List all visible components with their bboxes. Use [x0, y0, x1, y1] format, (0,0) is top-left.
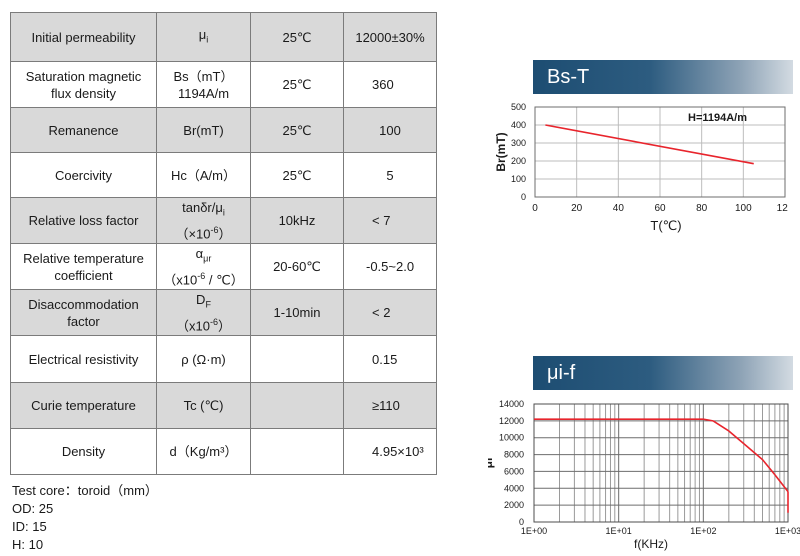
x-axis-label: T(℃) [650, 218, 681, 233]
y-tick-label: 300 [511, 138, 526, 148]
symbol-cell: αμr （x10-6 / ℃） [156, 243, 251, 290]
x-tick-label: 1E+02 [690, 526, 716, 536]
param-cell: Coercivity [10, 152, 157, 198]
y-tick-label: 0 [521, 192, 526, 202]
plot-frame [534, 106, 786, 198]
y-tick-label: 12000 [499, 416, 524, 426]
table-row: Saturation magnetic flux density Bs（mT） 11… [10, 61, 437, 108]
x-tick-label: 20 [571, 203, 583, 214]
permeability-curve [761, 459, 776, 476]
value-cell: < 7 [343, 197, 437, 244]
x-tick-label: 100 [735, 203, 752, 214]
x-tick-label: 1E+01 [606, 526, 632, 536]
x-tick-label: 80 [696, 203, 708, 214]
param-cell: Electrical resistivity [10, 335, 157, 383]
y-tick-label: 14000 [499, 399, 524, 409]
value-cell: 4.95×10³ [343, 428, 437, 475]
x-tick-label: 0 [532, 203, 538, 214]
br-temperature-line [545, 124, 754, 165]
test-core-id: ID: 15 [12, 519, 47, 534]
symbol-cell: Br(mT) [156, 107, 251, 153]
test-core-od: OD: 25 [12, 501, 54, 516]
table-row: Initial permeability μi 25℃ 12000±30% [10, 12, 437, 62]
param-cell: Density [10, 428, 157, 475]
y-tick-label: 0 [519, 517, 524, 527]
field-annotation: H=1194A/m [688, 112, 747, 124]
permeability-curve [743, 443, 764, 461]
table-row: Electrical resistivity ρ (Ω·m) 0.15 [10, 335, 437, 383]
value-cell: 5 [343, 152, 437, 198]
test-core-h: H: 10 [12, 537, 44, 552]
table-row: Density d（Kg/m³） 4.95×10³ [10, 428, 437, 475]
condition-cell: 10kHz [250, 197, 344, 244]
permeability-curve [712, 420, 730, 432]
bs-t-chart: 0 20 40 60 80 100 120 0 100 200 300 400 500 H=1194A/m… [494, 102, 788, 233]
symbol-cell: DF （x10-6） [156, 289, 251, 336]
condition-cell: 25℃ [250, 107, 344, 153]
permeability-curve [703, 418, 714, 422]
symbol-cell: Bs（mT） 1194A/m [156, 61, 251, 108]
value-cell: 0.15 [343, 335, 437, 383]
param-cell: Curie temperature [10, 382, 157, 429]
plot-frame [533, 403, 789, 523]
table-row: Coercivity Hc（A/m） 25℃ 5 [10, 152, 437, 198]
symbol-cell: tanδr/μi （×10-6） [156, 197, 251, 244]
condition-cell: 1-10min [250, 289, 344, 336]
param-cell: Initial permeability [10, 12, 157, 62]
symbol-cell: Tc (℃) [156, 382, 251, 429]
symbol-cell: ρ (Ω·m) [156, 335, 251, 383]
y-tick-label: 2000 [504, 500, 524, 510]
param-cell: Saturation magnetic flux density [10, 61, 157, 108]
y-tick-label: 4000 [504, 483, 524, 493]
bs-t-chart-title: Bs-T [533, 60, 793, 94]
x-tick-label: 60 [654, 203, 666, 214]
symbol-cell: d（Kg/m³） [156, 428, 251, 475]
condition-cell: 25℃ [250, 61, 344, 108]
condition-cell [250, 428, 344, 475]
test-core-title: Test core：toroid（mm） [12, 483, 158, 498]
y-tick-label: 400 [511, 120, 526, 130]
table-row: Disaccommodation factor DF （x10-6） 1-10mi… [10, 289, 437, 336]
y-tick-label: 500 [511, 102, 526, 112]
value-cell: 12000±30% [343, 12, 437, 62]
table-row: Relative loss factor tanδr/μi （×10-6） 10… [10, 197, 437, 244]
y-axis-label: μi [488, 458, 495, 469]
permeability-curve [728, 430, 745, 445]
mu-f-chart: 1E+00 1E+01 1E+02 1E+03 0 2000 4000 6000 8000 100… [488, 399, 800, 551]
table-row: Curie temperature Tc (℃) ≥110 [10, 382, 437, 429]
x-tick-label: 120 [777, 203, 788, 214]
y-tick-label: 200 [511, 156, 526, 166]
table-row: Remanence Br(mT) 25℃ 100 [10, 107, 437, 153]
y-tick-label: 10000 [499, 433, 524, 443]
condition-cell: 25℃ [250, 152, 344, 198]
value-cell: ≥110 [343, 382, 437, 429]
y-tick-label: 6000 [504, 466, 524, 476]
condition-cell [250, 382, 344, 429]
table-row: Relative temperature coefficient αμr （x10… [10, 243, 437, 290]
condition-cell [250, 335, 344, 383]
value-cell: -0.5~2.0 [343, 243, 437, 290]
param-cell: Remanence [10, 107, 157, 153]
value-cell: < 2 [343, 289, 437, 336]
properties-table: Initial permeability μi 25℃ 12000±30% Sa… [10, 12, 437, 475]
condition-cell: 20-60℃ [250, 243, 344, 290]
value-cell: 100 [343, 107, 437, 153]
y-tick-label: 8000 [504, 450, 524, 460]
mu-f-chart-title: μi-f [533, 356, 793, 390]
condition-cell: 25℃ [250, 12, 344, 62]
value-cell: 360 [343, 61, 437, 108]
param-cell: Disaccommodation factor [10, 289, 157, 336]
test-core-note: Test core：toroid（mm） OD: 25 ID: 15 H: 10 [12, 482, 158, 554]
x-tick-label: 1E+03 [775, 526, 800, 536]
x-tick-label: 1E+00 [521, 526, 547, 536]
param-cell: Relative temperature coefficient [10, 243, 157, 290]
x-tick-label: 40 [613, 203, 625, 214]
symbol-cell: Hc（A/m） [156, 152, 251, 198]
param-cell: Relative loss factor [10, 197, 157, 244]
y-tick-label: 100 [511, 174, 526, 184]
y-axis-label: Br(mT) [494, 132, 508, 171]
x-axis-label: f(KHz) [634, 537, 668, 551]
symbol-cell: μi [156, 12, 251, 62]
permeability-curve [774, 474, 789, 493]
